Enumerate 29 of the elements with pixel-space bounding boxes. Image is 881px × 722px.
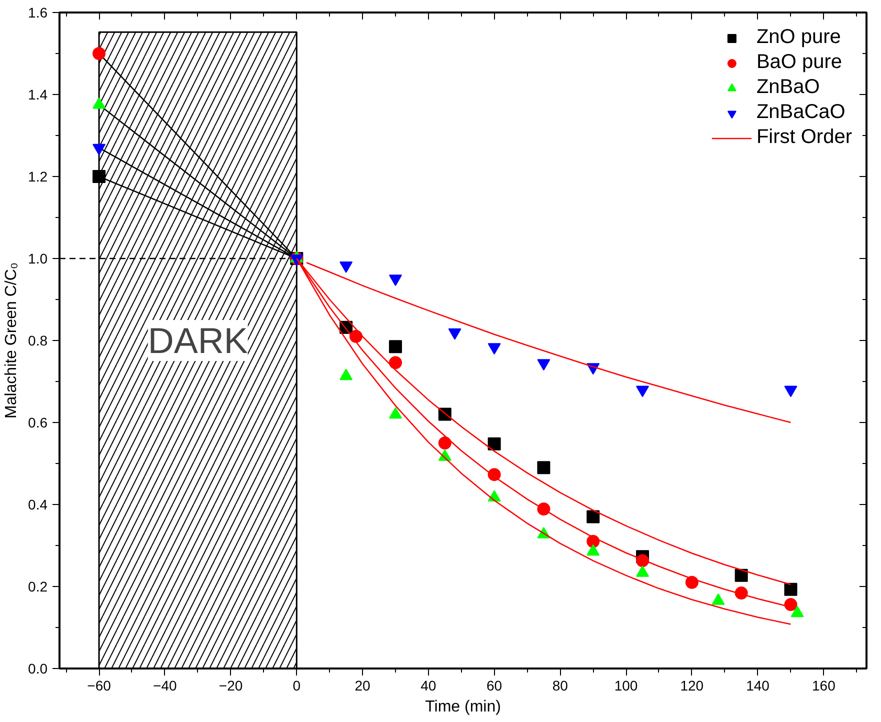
x-tick-label: 40 [420, 678, 436, 694]
x-tick-label: −40 [153, 678, 177, 694]
x-tick-label: 100 [614, 678, 638, 694]
y-tick-label: 1.2 [28, 168, 48, 184]
x-tick-label: 80 [552, 678, 568, 694]
y-tick-label: 0.8 [28, 332, 48, 348]
y-tick-label: 1.6 [28, 4, 48, 20]
legend-label: BaO pure [756, 51, 842, 74]
y-tick-label: 0.2 [28, 578, 48, 594]
x-tick-label: 120 [680, 678, 704, 694]
legend-label: ZnBaCaO [756, 101, 846, 124]
x-tick-label: 140 [746, 678, 770, 694]
y-axis-title: Malachite Green C/C₀ [3, 262, 20, 419]
y-tick-label: 0.0 [28, 660, 48, 676]
x-tick-label: −20 [218, 678, 243, 694]
x-tick-label: 0 [292, 678, 301, 694]
band-label: DARK [148, 320, 248, 361]
x-tick-label: −60 [87, 678, 112, 694]
x-axis-title: Time (min) [425, 698, 501, 716]
legend-label: ZnO pure [756, 26, 841, 49]
legend-label: ZnBaO [756, 76, 820, 99]
legend-label: First Order [756, 126, 852, 149]
x-tick-label: 60 [486, 678, 502, 694]
x-tick-label: 20 [354, 678, 371, 694]
x-tick-label: 160 [812, 678, 836, 694]
y-tick-label: 0.4 [28, 496, 48, 512]
y-tick-label: 1.4 [28, 86, 48, 102]
y-tick-label: 0.6 [28, 414, 48, 430]
y-tick-label: 1.0 [28, 250, 48, 266]
